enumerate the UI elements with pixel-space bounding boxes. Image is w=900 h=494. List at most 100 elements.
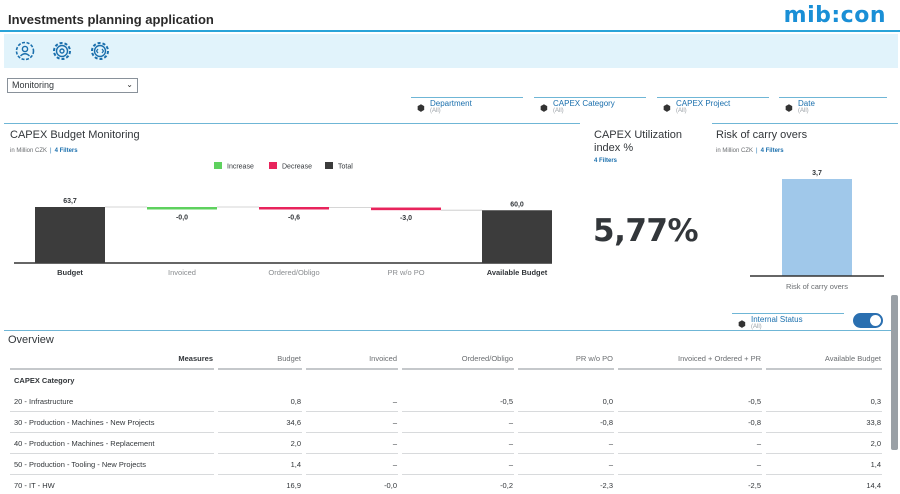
table-cell: 16,9 <box>218 475 302 494</box>
cube-icon: ⬢ <box>417 103 425 113</box>
table-cell: – <box>306 412 398 433</box>
data-label: -3,0 <box>400 215 412 222</box>
user-settings-icon[interactable] <box>14 40 36 62</box>
row-label: 30 - Production - Machines - New Project… <box>10 412 214 433</box>
filter-value: (All) <box>553 108 564 114</box>
filter-name: CAPEX Project <box>676 99 731 108</box>
overview-title: Overview <box>8 334 54 346</box>
column-header[interactable]: Budget <box>218 349 302 370</box>
filter-value: (All) <box>798 108 809 114</box>
cube-icon: ⬢ <box>785 103 793 113</box>
section-row: CAPEX Category <box>10 370 882 391</box>
table-cell: – <box>402 454 514 475</box>
app-title: Investments planning application <box>8 12 214 27</box>
table-cell: -0,5 <box>402 391 514 412</box>
table-cell: 2,0 <box>218 433 302 454</box>
table-cell: -0,5 <box>618 391 762 412</box>
chevron-down-icon: ⌄ <box>126 80 133 89</box>
legend-label: Total <box>338 164 353 171</box>
table-cell: 1,4 <box>766 454 882 475</box>
gear-icon[interactable] <box>51 40 73 62</box>
cube-icon: ⬢ <box>540 103 548 113</box>
filters-link[interactable]: 4 Filters <box>594 158 618 164</box>
category-label: PR w/o PO <box>387 268 424 277</box>
waterfall-chart: Increase Decrease Total 63,7 Budget -0,0 Invoi… <box>14 162 552 277</box>
column-header[interactable]: Ordered/Obligo <box>402 349 514 370</box>
risk-panel-subtitle: in Million CZK | 4 Filters <box>716 148 784 154</box>
unit-label: in Million CZK <box>716 148 754 154</box>
table-cell: – <box>306 454 398 475</box>
table-cell: 34,6 <box>218 412 302 433</box>
filter-internal-status[interactable]: ⬢ Internal Status (All) <box>732 313 844 332</box>
legend-swatch <box>269 162 277 169</box>
overview-divider <box>4 330 898 331</box>
utilization-kpi-value: 5,77% <box>593 213 699 249</box>
utilization-panel-subtitle: 4 Filters <box>594 158 617 164</box>
unit-label: in Million CZK <box>10 148 48 154</box>
category-label: Invoiced <box>168 268 196 277</box>
category-label: Risk of carry overs <box>786 282 848 291</box>
cube-icon: ⬢ <box>738 319 746 329</box>
cube-icon: ⬢ <box>663 103 671 113</box>
view-select-value: Monitoring <box>12 80 55 90</box>
table-row[interactable]: 50 - Production - Tooling - New Projects… <box>10 454 882 475</box>
table-cell: – <box>518 433 614 454</box>
data-label: 63,7 <box>63 198 77 205</box>
data-label: -0,6 <box>288 215 300 222</box>
waterfall-bar <box>35 207 105 263</box>
table-cell: -2,3 <box>518 475 614 494</box>
table-cell: – <box>402 433 514 454</box>
vertical-scrollbar[interactable] <box>891 295 898 450</box>
table-row[interactable]: 70 - IT - HW 16,9 -0,0 -0,2 -2,3 -2,5 14,4 <box>10 475 882 494</box>
table-cell: 0,0 <box>518 391 614 412</box>
column-header[interactable]: PR w/o PO <box>518 349 614 370</box>
table-cell: -0,2 <box>402 475 514 494</box>
toggle-knob <box>870 315 881 326</box>
filter-name: Department <box>430 99 472 108</box>
data-label: 60,0 <box>510 201 524 208</box>
filters-link[interactable]: 4 Filters <box>54 148 78 154</box>
table-cell: 0,3 <box>766 391 882 412</box>
filter-value: (All) <box>751 324 762 330</box>
table-row[interactable]: 30 - Production - Machines - New Project… <box>10 412 882 433</box>
section-label: CAPEX Category <box>14 376 75 385</box>
table-header-row: Measures Budget Invoiced Ordered/Obligo … <box>10 349 882 370</box>
filter-department[interactable]: ⬢ Department (All) <box>411 97 523 116</box>
filter-capex-category[interactable]: ⬢ CAPEX Category (All) <box>534 97 646 116</box>
category-label: Budget <box>57 268 83 277</box>
row-label: 20 - Infrastructure <box>10 391 214 412</box>
table-row[interactable]: 20 - Infrastructure 0,8– -0,5 0,0 -0,5 0,3 <box>10 391 882 412</box>
view-select[interactable]: Monitoring ⌄ <box>7 78 138 93</box>
waterfall-bar <box>259 207 329 210</box>
budget-panel-title: CAPEX Budget Monitoring <box>10 129 140 141</box>
table-cell: – <box>306 391 398 412</box>
panel-divider <box>712 123 898 124</box>
column-header[interactable]: Invoiced + Ordered + PR <box>618 349 762 370</box>
legend-label: Increase <box>227 164 254 171</box>
filter-capex-project[interactable]: ⬢ CAPEX Project (All) <box>657 97 769 116</box>
category-label: Ordered/Obligo <box>268 268 319 277</box>
waterfall-bar <box>482 210 552 263</box>
filters-link[interactable]: 4 Filters <box>760 148 784 154</box>
table-cell: -2,5 <box>618 475 762 494</box>
toggle-switch[interactable] <box>853 313 883 328</box>
table-cell: -0,0 <box>306 475 398 494</box>
panel-divider <box>4 123 580 124</box>
table-cell: – <box>618 454 762 475</box>
waterfall-bar <box>147 207 217 210</box>
table-cell: – <box>618 433 762 454</box>
data-label: -0,0 <box>176 215 188 222</box>
legend-swatch <box>325 162 333 169</box>
filter-date[interactable]: ⬢ Date (All) <box>779 97 887 116</box>
waterfall-bar <box>371 207 441 211</box>
column-header[interactable]: Available Budget <box>766 349 882 370</box>
column-header[interactable]: Measures <box>10 349 214 370</box>
utilization-panel-title: CAPEX Utilization index % <box>594 129 683 154</box>
column-header[interactable]: Invoiced <box>306 349 398 370</box>
filter-value: (All) <box>430 108 441 114</box>
table-cell: -0,8 <box>518 412 614 433</box>
code-settings-icon[interactable] <box>89 40 111 62</box>
table-cell: 0,8 <box>218 391 302 412</box>
data-label: 3,7 <box>812 170 822 177</box>
table-row[interactable]: 40 - Production - Machines - Replacement… <box>10 433 882 454</box>
